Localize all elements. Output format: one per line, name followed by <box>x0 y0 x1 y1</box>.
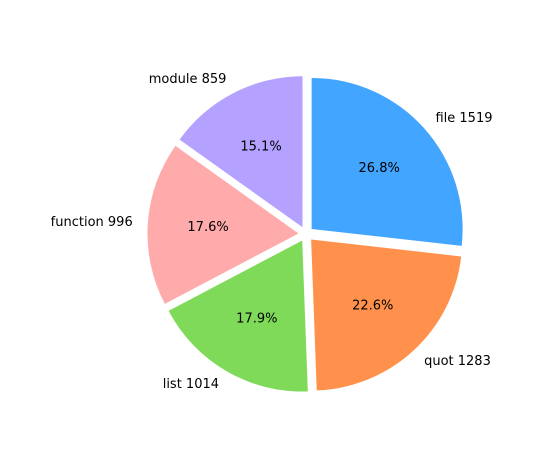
slice-label-quot: quot 1283 <box>424 354 491 369</box>
slice-percent-module: 15.1% <box>240 139 281 154</box>
slice-label-file: file 1519 <box>435 111 492 126</box>
slice-percent-file: 26.8% <box>359 161 400 176</box>
pie-slice-function <box>147 145 299 304</box>
slices-layer <box>147 76 463 392</box>
slice-label-function: function 996 <box>51 215 133 230</box>
slice-percent-function: 17.6% <box>187 220 228 235</box>
pie-slice-list <box>168 240 308 392</box>
slice-label-module: module 859 <box>149 72 227 87</box>
pie-slice-file <box>311 77 463 246</box>
slice-percent-quot: 22.6% <box>352 298 393 313</box>
labels-layer: file 1519 26.8% quot 1283 22.6% list 1014 17.… <box>51 72 493 392</box>
slice-label-list: list 1014 <box>163 377 219 392</box>
slice-percent-list: 17.9% <box>236 311 277 326</box>
pie-slice-module <box>179 76 303 228</box>
pie-slice-quot <box>311 239 462 391</box>
